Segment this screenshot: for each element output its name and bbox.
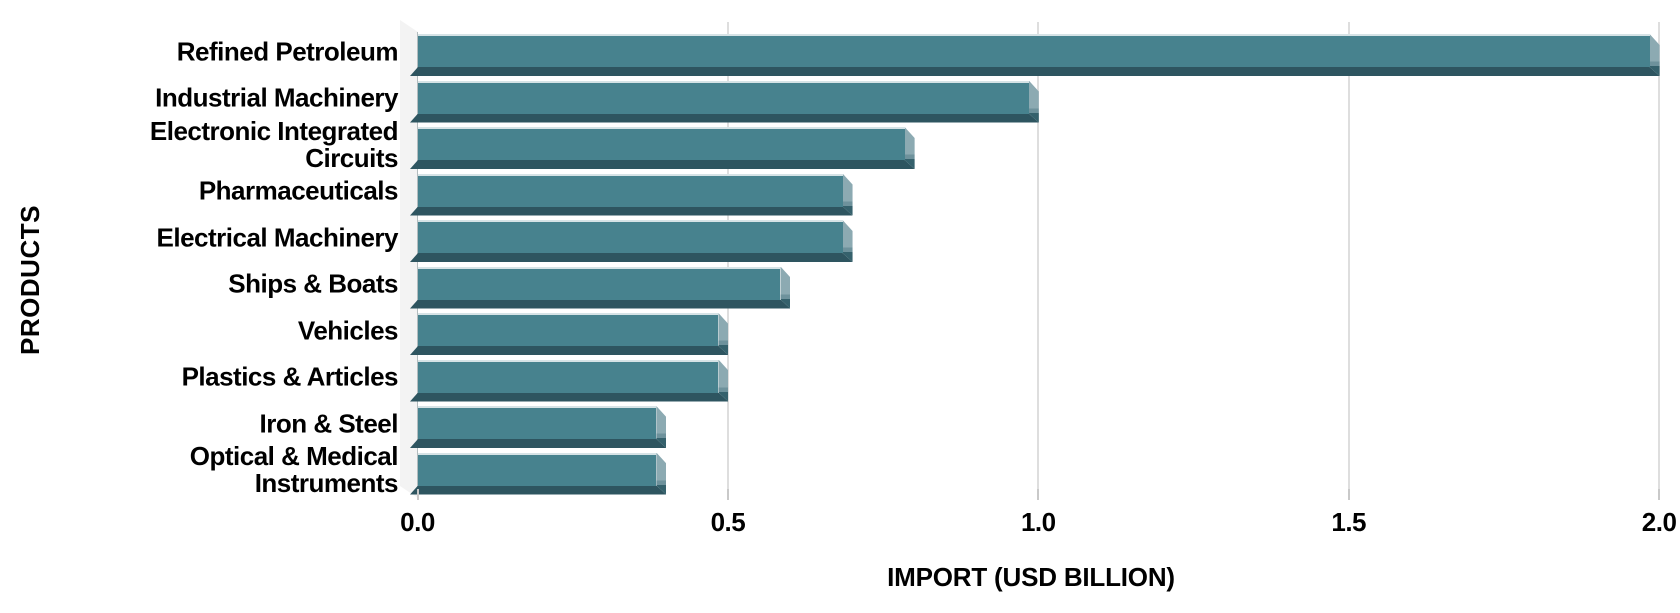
category-label: Vehicles [297,315,399,345]
x-tick-label: 1.0 [1020,507,1056,537]
category-label: Ships & Boats [228,268,398,299]
x-axis-title: IMPORT (USD BILLION) [887,562,1175,592]
bar-row [418,452,667,495]
bar-end-bevel [718,359,729,402]
bar-end-bevel [656,406,667,448]
bar-end-bevel [1649,34,1660,76]
bar-row [418,127,915,169]
bar-end-bevel [780,266,791,309]
bar-end-bevel [656,452,667,495]
bar-face [418,359,719,393]
bar-end-bevel [1028,80,1039,123]
bar-bottom-3d [410,253,853,262]
bar-bottom-3d [410,486,666,495]
bar-face [418,452,657,486]
x-tick-mark [1658,489,1661,500]
x-tick-label: 2.0 [1641,507,1677,537]
bar-bottom-3d [410,346,728,355]
category-label: Pharmaceuticals [198,175,399,206]
y-axis-line [416,32,418,498]
category-label: Refined Petroleum [176,36,399,66]
category-label: Plastics & Articles [181,361,399,392]
bar-row [418,266,791,309]
bar-bottom-3d [410,300,790,309]
bar-face [418,34,1650,67]
gridline [1037,22,1040,489]
bar-bottom-3d [410,160,915,169]
gridline [1658,22,1661,489]
bar-row [418,406,667,448]
category-label: Iron & Steel [259,408,399,438]
x-tick-mark [416,489,419,500]
gridline [1347,22,1350,489]
bar-row [418,80,1039,123]
x-tick-mark [726,489,729,500]
bar-bottom-3d [410,207,853,216]
x-tick-label: 0.5 [710,507,746,537]
bar-face [418,127,905,160]
bar-row [418,359,729,402]
category-label: Industrial Machinery [155,82,398,113]
y-axis-title: PRODUCTS [15,205,45,355]
bar-face [418,313,719,346]
bar-end-bevel [842,220,853,262]
bar-bottom-3d [410,67,1660,76]
bar-row [418,220,853,262]
bar-row [418,313,729,355]
x-tick-label: 1.5 [1331,507,1367,537]
bar-bottom-3d [410,439,666,448]
category-label: Optical & Medical Instruments [189,441,399,498]
bar-face [418,173,843,207]
bar-bottom-3d [410,393,728,402]
bar-bottom-3d [410,114,1039,123]
category-label: Electronic Integrated Circuits [149,115,399,173]
x-tick-mark [1347,489,1350,500]
bar-end-bevel [718,313,729,355]
bar-row [418,34,1660,76]
x-tick-label: 0.0 [400,507,435,537]
category-label: Electrical Machinery [156,222,399,252]
bar-face [418,80,1029,114]
bar-face [418,266,781,300]
bar-face [418,406,657,439]
bar-face [418,220,843,253]
category-axis-labels: Refined Petroleum Industrial Machinery Ele… [0,0,399,520]
bar-row [418,173,853,216]
bar-end-bevel [842,173,853,216]
bar-end-bevel [904,127,915,169]
axis-wall-3d [400,20,418,498]
x-tick-mark [1037,489,1040,500]
